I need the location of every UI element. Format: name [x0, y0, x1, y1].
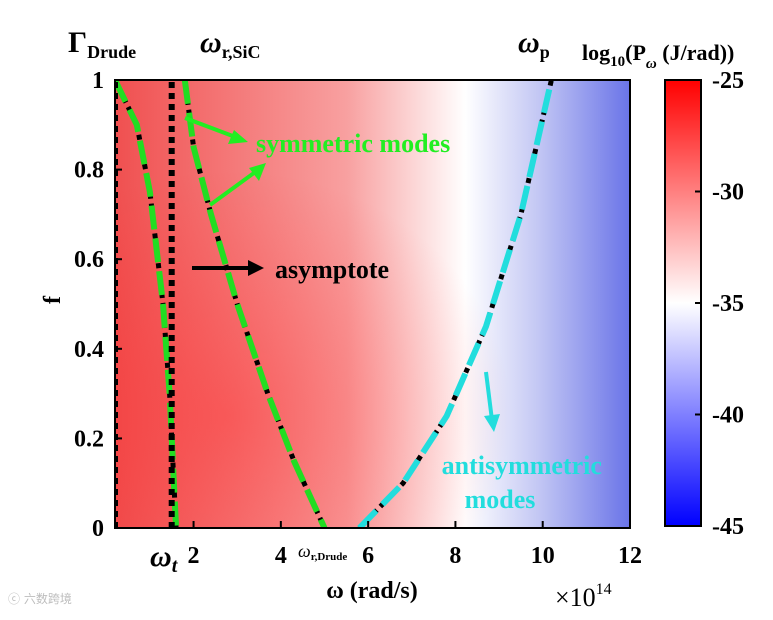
- omega-r-sic-label: ωr,SiC: [200, 26, 261, 62]
- x-tick-label-5: 12: [618, 543, 642, 569]
- omega-r-drude-label: ωr,Drude: [298, 541, 347, 563]
- arrow-head-symmetric-1: [228, 130, 248, 144]
- axis-ticks: 2 4 6 8 10 12 0 0.2 0.4 0.6 0.8 1: [74, 68, 642, 569]
- y-tick-label-0: 0: [92, 516, 104, 542]
- x-tick-label-1: 4: [275, 543, 287, 569]
- arrow-antisymmetric: [484, 371, 494, 421]
- x-axis-label: ω (rad/s): [326, 578, 418, 604]
- y-tick-label-4: 0.8: [74, 158, 104, 184]
- arrow-symmetric-1: [184, 116, 239, 140]
- watermark: ⓒ 六数跨境: [8, 590, 72, 607]
- colorbar-tick-label-1: -30: [712, 180, 744, 206]
- omega-p-label: ωp: [518, 26, 550, 62]
- watermark-icon: ⓒ: [8, 592, 21, 606]
- annotation-symmetric: symmetric modes: [256, 129, 450, 158]
- arrow-symmetric-2: [208, 168, 260, 207]
- arrow-head-symmetric-2: [249, 163, 266, 181]
- colorbar-tick-label-2: -35: [712, 291, 744, 317]
- arrow-head-asymptote: [248, 260, 264, 276]
- heatmap-hotspot: [115, 80, 630, 528]
- x-tick-label-4: 10: [531, 543, 555, 569]
- annotation-asymptote: asymptote: [275, 255, 389, 284]
- colorbar-tick-label-4: -45: [712, 514, 744, 540]
- y-axis-label: f: [40, 295, 66, 304]
- gamma-drude-label: ΓDrude: [68, 26, 136, 62]
- omega-t-label: ωt: [150, 540, 179, 577]
- plot-frame: [114, 79, 631, 529]
- x-multiplier: ×1014: [555, 581, 612, 612]
- annotations: symmetric modes asymptote antisymmetric …: [184, 116, 609, 514]
- annotation-antisymmetric: antisymmetric modes: [442, 451, 609, 514]
- colorbar-tick-label-3: -40: [712, 403, 744, 429]
- colorbar: -25-30-35-40-45 log10(Pω (J/rad)): [582, 40, 744, 540]
- curve-1-under: [182, 80, 327, 528]
- colorbar-tick-label-0: -25: [712, 68, 744, 94]
- y-tick-label-5: 1: [92, 68, 104, 94]
- x-tick-label-2: 6: [362, 543, 374, 569]
- curve-2: [357, 80, 555, 528]
- plot-area: [114, 79, 631, 529]
- annotation-antisymmetric-line2: modes: [465, 485, 536, 514]
- arrow-head-antisymmetric: [484, 414, 500, 432]
- colorbar-ticks: -25 -30 -35 -40 -45: [695, 68, 744, 540]
- x-tick-label-3: 8: [449, 543, 461, 569]
- curve-1: [181, 80, 328, 528]
- annotation-antisymmetric-line1: antisymmetric: [442, 451, 602, 480]
- watermark-text: 六数跨境: [23, 592, 72, 606]
- y-tick-label-2: 0.4: [74, 337, 104, 363]
- y-tick-label-1: 0.2: [74, 426, 104, 452]
- y-tick-label-3: 0.6: [74, 247, 104, 273]
- x-tick-label-0: 2: [188, 543, 200, 569]
- mode-curves: [115, 80, 555, 528]
